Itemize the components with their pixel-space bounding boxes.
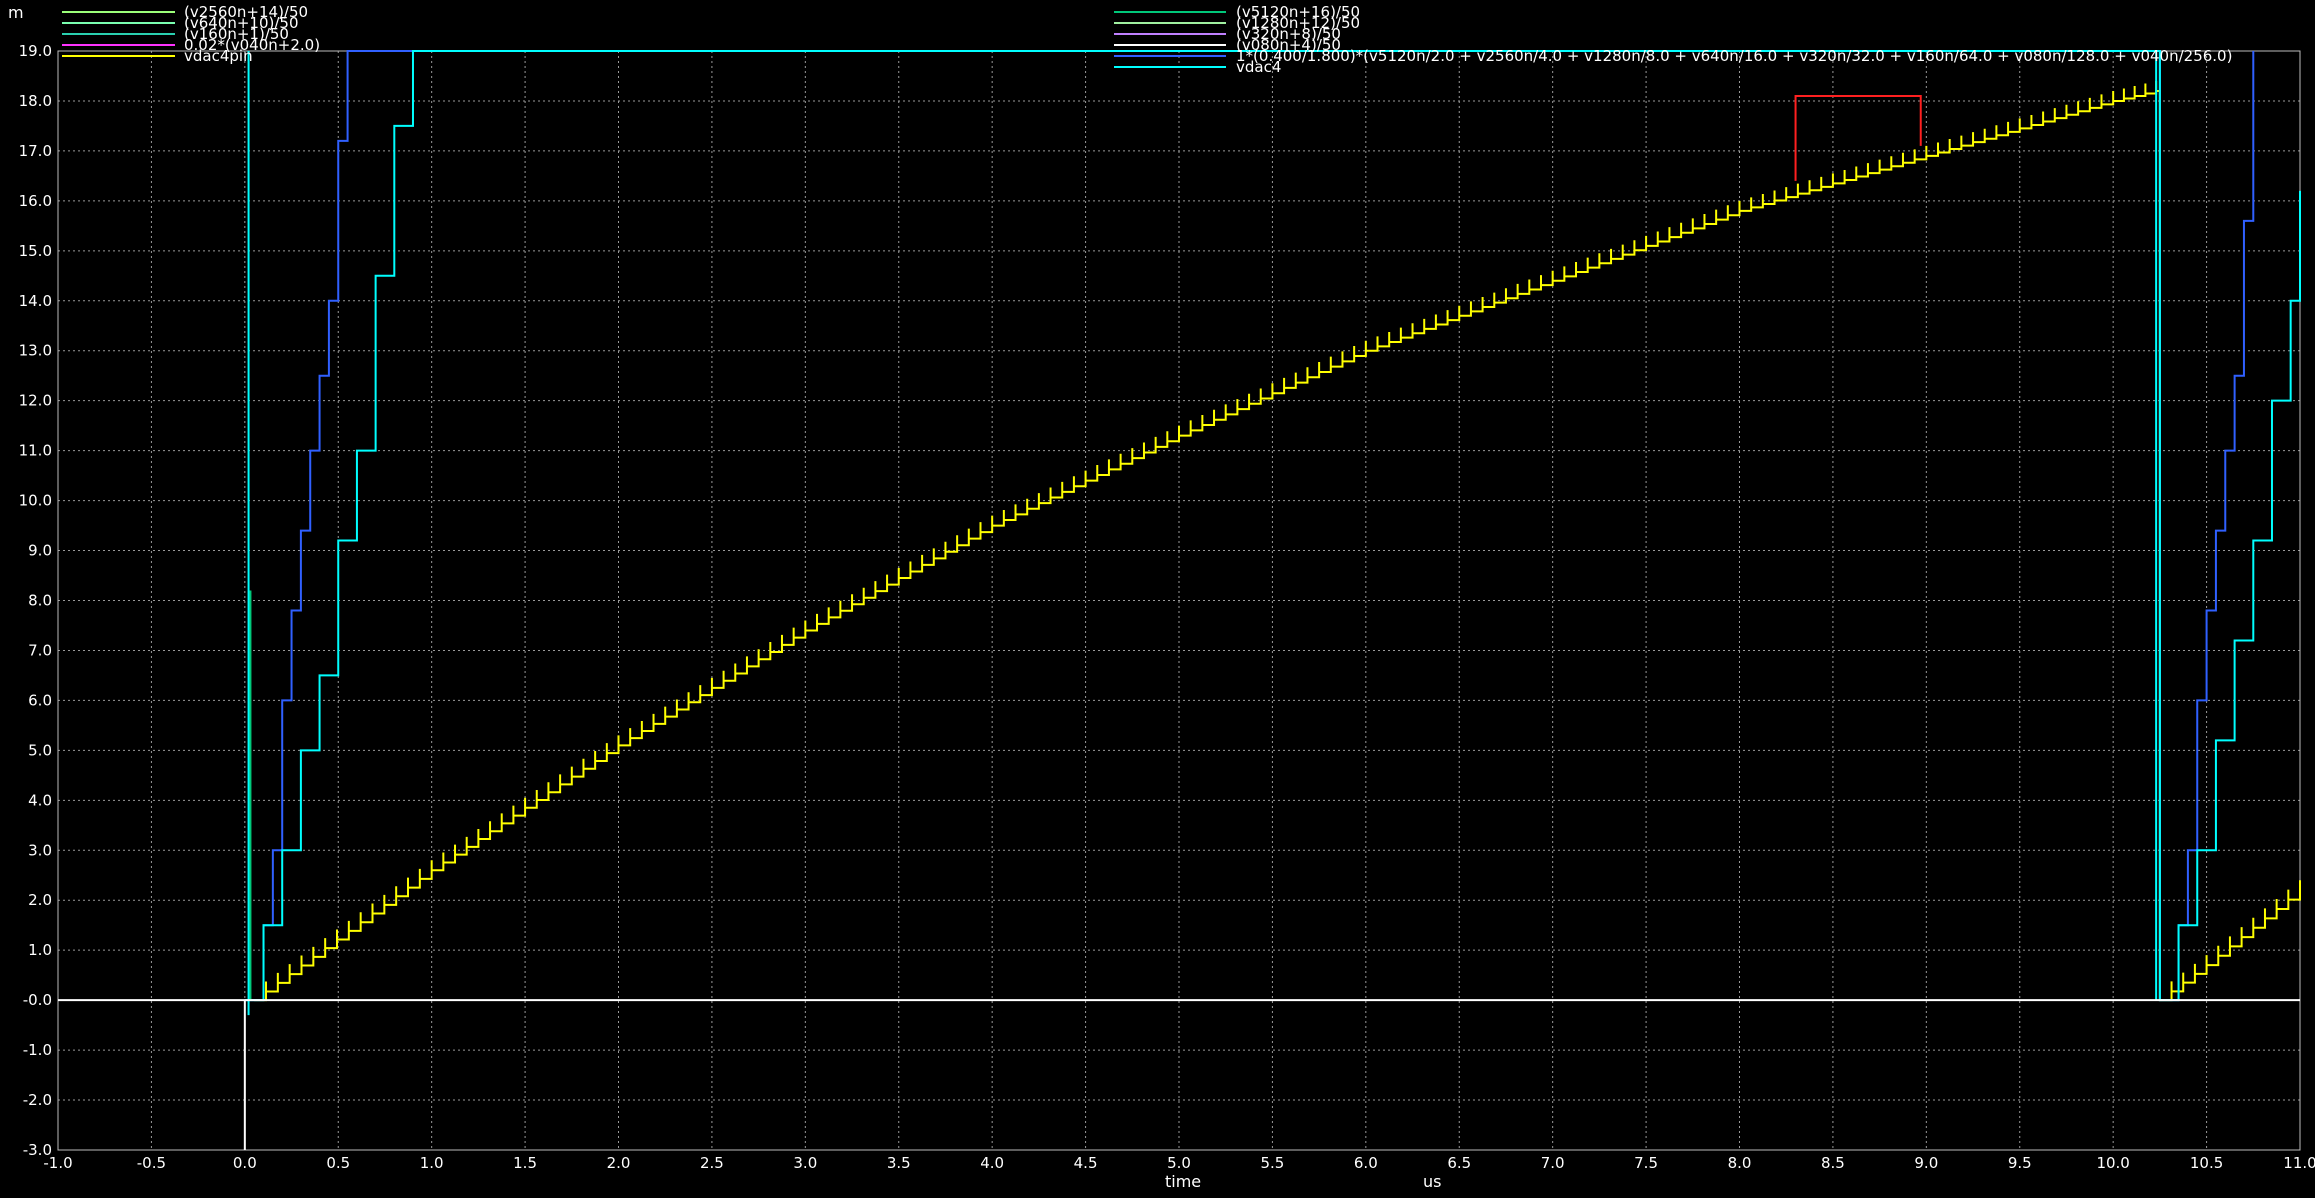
legend-entry: vdac4 [1236, 58, 1281, 76]
y-tick-label: 2.0 [28, 891, 52, 909]
grid [57, 50, 2301, 1151]
x-tick-label: 9.0 [1914, 1154, 1938, 1172]
x-tick-label: 4.0 [980, 1154, 1004, 1172]
legend-right: (v5120n+16)/50(v1280n+12)/50(v320n+8)/50… [1114, 3, 2232, 76]
y-tick-label: 13.0 [19, 342, 52, 360]
y-tick-label: -2.0 [23, 1091, 52, 1109]
x-axis-label: time [1165, 1172, 1201, 1191]
x-tick-label: -1.0 [43, 1154, 72, 1172]
y-tick-label: 4.0 [28, 791, 52, 809]
x-tick-label: 1.5 [513, 1154, 537, 1172]
legend-entry: (v1280n+12)/50 [1236, 14, 1360, 32]
y-tick-label: 9.0 [28, 542, 52, 560]
y-tick-label: 14.0 [19, 292, 52, 310]
legend-entry: 1*(0.400/1.800)*(v5120n/2.0 + v2560n/4.0… [1236, 47, 2232, 65]
y-tick-label: 18.0 [19, 92, 52, 110]
x-tick-label: 9.5 [2008, 1154, 2032, 1172]
x-tick-label: 7.0 [1541, 1154, 1565, 1172]
y-tick-label: -1.0 [23, 1041, 52, 1059]
x-tick-label: 2.0 [607, 1154, 631, 1172]
x-tick-label: 5.5 [1260, 1154, 1284, 1172]
x-tick-label: 10.5 [2190, 1154, 2223, 1172]
x-tick-label: 1.0 [420, 1154, 444, 1172]
x-tick-label: -0.5 [137, 1154, 166, 1172]
x-tick-labels: -1.0 -0.5 0.0 0.5 1.0 1.5 2.0 2.5 3.0 3.5 4.0 4.5 5.… [43, 1154, 2315, 1172]
legend-entry: vdac4pin [184, 47, 253, 65]
x-tick-label: 4.5 [1074, 1154, 1098, 1172]
y-tick-label: 15.0 [19, 242, 52, 260]
legend-left: (v2560n+14)/50(v640n+10)/50(v160n+1)/500… [62, 3, 320, 65]
series-2 [244, 50, 2301, 1002]
x-tick-label: 7.5 [1634, 1154, 1658, 1172]
x-tick-label: 6.0 [1354, 1154, 1378, 1172]
y-tick-label: 6.0 [28, 691, 52, 709]
legend-entry: (v5120n+16)/50 [1236, 3, 1360, 21]
x-tick-label: 8.5 [1821, 1154, 1845, 1172]
y-tick-label: 10.0 [19, 492, 52, 510]
y-tick-label: 12.0 [19, 392, 52, 410]
y-tick-label: 19.0 [19, 42, 52, 60]
x-tick-label: 10.0 [2096, 1154, 2129, 1172]
series-0 [254, 80, 2301, 1002]
x-tick-label: 3.0 [793, 1154, 817, 1172]
y-tick-label: -0.0 [23, 991, 52, 1009]
y-tick-label: 7.0 [28, 641, 52, 659]
red-marker [1794, 94, 1922, 181]
y-tick-label: 16.0 [19, 192, 52, 210]
y-tick-label: 11.0 [19, 442, 52, 460]
series-1 [244, 50, 2255, 1002]
y-tick-label: 5.0 [28, 741, 52, 759]
y-tick-labels: -3.0 -2.0 -1.0 -0.0 1.0 2.0 3.0 4.0 5.0 6.0 7.0 8.0… [19, 42, 52, 1159]
y-tick-label: -3.0 [23, 1141, 52, 1159]
x-unit-label: us [1423, 1172, 1441, 1191]
x-tick-label: 0.5 [326, 1154, 350, 1172]
legend-entry: (v320n+8)/50 [1236, 25, 1341, 43]
legend-entry: (v160n+1)/50 [184, 25, 289, 43]
series-line-0 [254, 80, 2301, 1002]
x-tick-label: 0.0 [233, 1154, 257, 1172]
series-layer [244, 50, 2301, 1002]
legend-entry: 0.02*(v040n+2.0) [184, 36, 320, 54]
x-tick-label: 6.5 [1447, 1154, 1471, 1172]
y-tick-label: 1.0 [28, 941, 52, 959]
annotation-layer [58, 51, 2300, 1150]
x-tick-label: 8.0 [1728, 1154, 1752, 1172]
legend-entry: (v640n+10)/50 [184, 14, 299, 32]
y-tick-label: 8.0 [28, 592, 52, 610]
y-unit-label: m [8, 3, 24, 22]
x-tick-label: 5.0 [1167, 1154, 1191, 1172]
y-tick-label: 3.0 [28, 841, 52, 859]
legend-entry: (v080n+4)/50 [1236, 36, 1341, 54]
x-tick-label: 11.0 [2283, 1154, 2315, 1172]
x-tick-label: 2.5 [700, 1154, 724, 1172]
series-line-2 [244, 50, 2301, 1002]
x-tick-label: 3.5 [887, 1154, 911, 1172]
y-tick-label: 17.0 [19, 142, 52, 160]
series-line-1 [244, 50, 2255, 1002]
legend-entry: (v2560n+14)/50 [184, 3, 308, 21]
